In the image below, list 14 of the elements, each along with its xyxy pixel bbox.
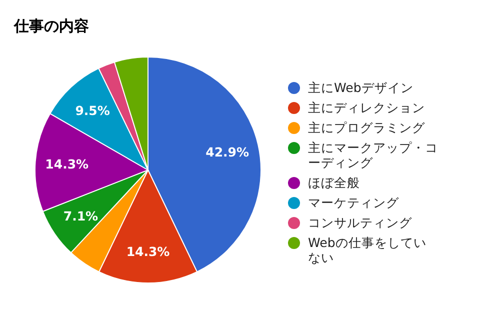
legend-label: 主にWebデザイン (308, 80, 414, 95)
legend-label: マーケティング (308, 195, 399, 210)
legend-label: 主にプログラミング (308, 120, 425, 135)
legend-label: 主にディレクション (308, 100, 425, 115)
legend-label: Webの仕事をしていない (308, 235, 426, 265)
legend-label: ほぼ全般 (308, 175, 360, 190)
legend-label: 主にマークアップ・コーディング (308, 140, 438, 170)
data-label: 42.9% (206, 144, 250, 160)
legend-label: コンサルティング (308, 215, 412, 230)
data-label: 7.1% (63, 208, 99, 224)
data-label: 9.5% (75, 102, 110, 118)
chart-title: 仕事の内容 (14, 17, 89, 36)
data-label: 14.3% (126, 244, 170, 259)
data-label: 14.3% (45, 156, 90, 172)
